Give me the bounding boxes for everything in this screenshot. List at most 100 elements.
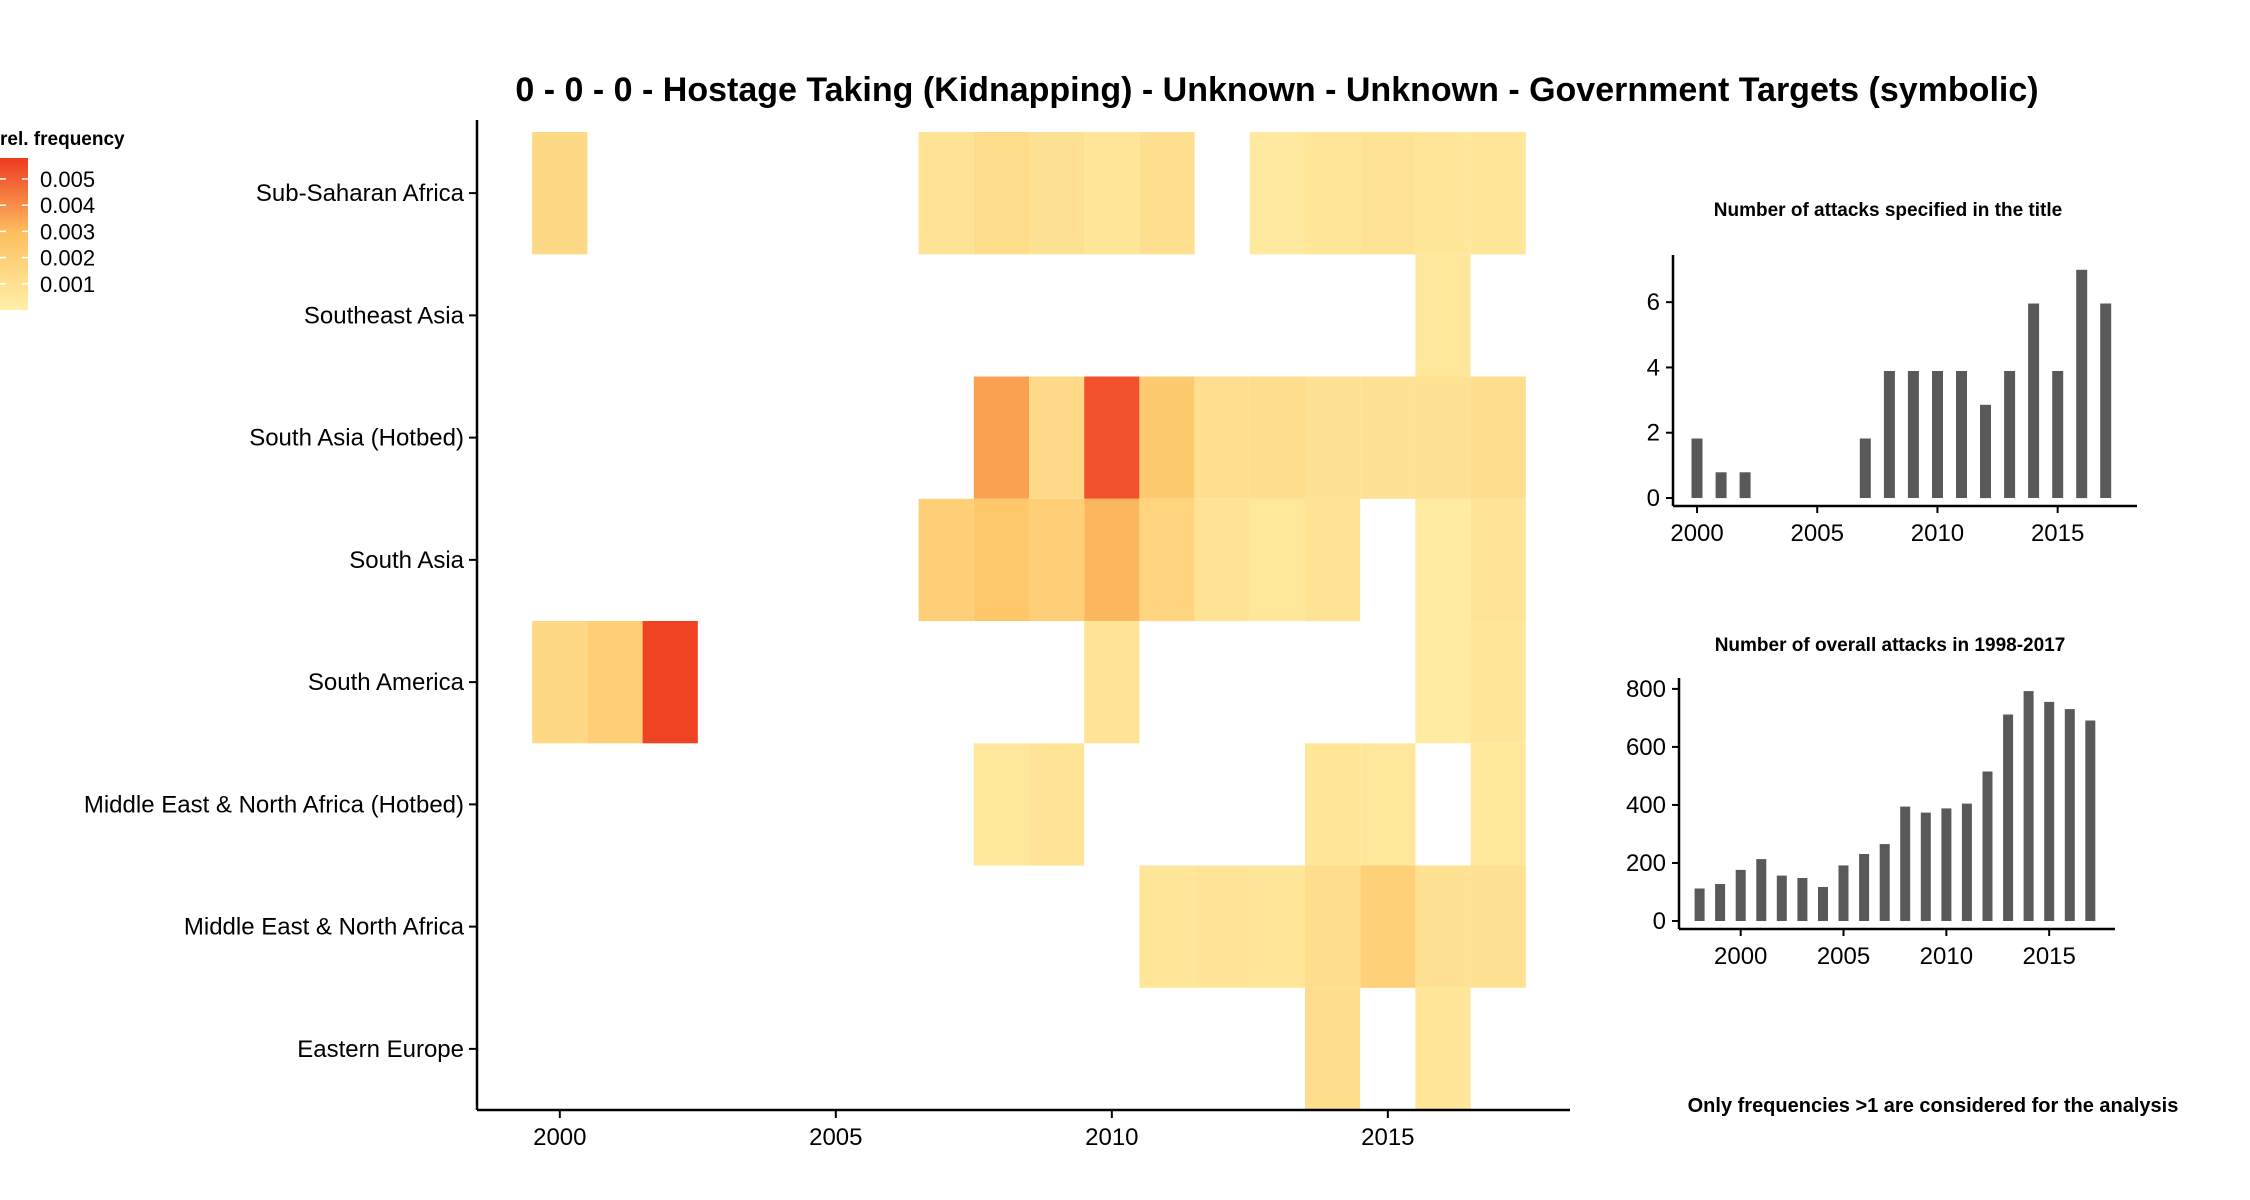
bar1-title: Number of attacks specified in the title bbox=[1714, 200, 2062, 221]
heatmap-cell bbox=[1305, 498, 1361, 622]
heatmap-cell bbox=[1360, 865, 1416, 988]
bar1-x-tick-label: 2000 bbox=[1670, 520, 1723, 547]
bar1-bar bbox=[2028, 303, 2040, 498]
bar2-x-tick-label: 2000 bbox=[1714, 943, 1767, 970]
heatmap-x-tick-label: 2000 bbox=[533, 1124, 586, 1151]
heatmap-cell bbox=[1249, 865, 1305, 988]
bar2-bar bbox=[1900, 806, 1911, 921]
bar1-x-tick-label: 2010 bbox=[1911, 520, 1964, 547]
heatmap-cell bbox=[1084, 132, 1140, 255]
bar2-bar bbox=[1879, 844, 1890, 921]
bar2-title: Number of overall attacks in 1998-2017 bbox=[1715, 635, 2066, 656]
legend-colorbar bbox=[0, 158, 28, 310]
bar2-bar bbox=[1776, 875, 1787, 921]
bar1-bar bbox=[2100, 303, 2112, 498]
heatmap-cell bbox=[1139, 376, 1195, 499]
heatmap-cell bbox=[1249, 376, 1305, 499]
heatmap-cell bbox=[1305, 132, 1361, 255]
heatmap-y-tick-label: Sub-Saharan Africa bbox=[256, 180, 465, 207]
heatmap-cell bbox=[1415, 621, 1471, 744]
bar2-bar bbox=[2023, 691, 2034, 921]
bar2-bar bbox=[1694, 888, 1705, 921]
bar2-x-tick-label: 2010 bbox=[1920, 943, 1973, 970]
heatmap-cell bbox=[1415, 254, 1471, 377]
heatmap-x-ticks: 2000 2005 2010 2015 bbox=[533, 1110, 1415, 1151]
heatmap-cell bbox=[918, 132, 974, 255]
heatmap-cell bbox=[1029, 743, 1085, 866]
bar1-bar bbox=[1859, 438, 1871, 498]
heatmap-y-ticks: Sub-Saharan Africa Southeast Asia South As… bbox=[84, 180, 477, 1063]
heatmap-cell bbox=[1084, 376, 1140, 499]
heatmap-cell bbox=[1029, 498, 1085, 622]
heatmap-cell bbox=[532, 621, 588, 744]
main-title: 0 - 0 - 0 - Hostage Taking (Kidnapping) … bbox=[515, 71, 2038, 109]
heatmap-x-tick-label: 2005 bbox=[809, 1124, 862, 1151]
heatmap-cell bbox=[1139, 498, 1195, 622]
bar2-bar bbox=[1920, 812, 1931, 921]
legend-label: 0.002 bbox=[40, 246, 95, 271]
heatmap-cell bbox=[1084, 621, 1140, 744]
analysis-note: Only frequencies >1 are considered for t… bbox=[1688, 1095, 2179, 1117]
bar2-bar bbox=[1961, 803, 1972, 921]
bar2-bar bbox=[2003, 714, 2014, 921]
heatmap-cell bbox=[1360, 132, 1416, 255]
bar1-bars bbox=[1691, 269, 2112, 499]
bar2-bar bbox=[1797, 878, 1808, 921]
bar1-y-tick-label: 4 bbox=[1647, 354, 1660, 381]
bar2-bar bbox=[1715, 884, 1726, 921]
bar1-bar bbox=[2004, 371, 2016, 498]
bar1-bar bbox=[1691, 438, 1703, 498]
bar1-x-tick-label: 2015 bbox=[2031, 520, 2084, 547]
bar1-bar bbox=[1907, 371, 1919, 498]
bar1-y-tick-label: 0 bbox=[1647, 485, 1660, 512]
bar2-bars bbox=[1694, 691, 2096, 921]
bar1-bar bbox=[1739, 472, 1751, 499]
bar1-bar bbox=[1715, 472, 1727, 499]
bar2-y-tick-label: 200 bbox=[1626, 850, 1666, 877]
bar1-x-ticks: 2000 2005 2010 2015 bbox=[1670, 506, 2084, 547]
heatmap-y-tick-label: Southeast Asia bbox=[304, 302, 465, 329]
heatmap-cell bbox=[1194, 498, 1250, 622]
heatmap-cell bbox=[1029, 132, 1085, 255]
heatmap-cell bbox=[1305, 865, 1361, 988]
heatmap-cell bbox=[1470, 376, 1526, 499]
bar2-bar bbox=[2085, 720, 2096, 921]
bar1-bar bbox=[1883, 371, 1895, 498]
bar2-y-tick-label: 800 bbox=[1626, 676, 1666, 703]
heatmap-cell bbox=[587, 621, 643, 744]
bar2-bar bbox=[1941, 808, 1952, 921]
legend-label: 0.003 bbox=[40, 219, 95, 244]
heatmap-plot: Sub-Saharan Africa Southeast Asia South As… bbox=[84, 120, 1570, 1151]
legend-label: 0.001 bbox=[40, 272, 95, 297]
bar1-y-tick-label: 6 bbox=[1647, 289, 1660, 316]
bar2-bar bbox=[1818, 887, 1828, 921]
heatmap-cells bbox=[532, 132, 1526, 1111]
legend-label: 0.005 bbox=[40, 167, 95, 192]
bar2-bar bbox=[1756, 859, 1767, 921]
heatmap-cell bbox=[1194, 865, 1250, 988]
heatmap-cell bbox=[918, 498, 974, 622]
heatmap-cell bbox=[1305, 987, 1361, 1111]
heatmap-cell bbox=[1084, 498, 1140, 622]
bar2-bar bbox=[1838, 865, 1849, 921]
bar2-y-tick-label: 400 bbox=[1626, 792, 1666, 819]
heatmap-cell bbox=[532, 132, 588, 255]
bar1-bar bbox=[2076, 269, 2088, 499]
heatmap-cell bbox=[1029, 376, 1085, 499]
heatmap-cell bbox=[973, 376, 1029, 499]
heatmap-cell bbox=[1360, 376, 1416, 499]
bar2-bar bbox=[2044, 701, 2055, 921]
heatmap-cell bbox=[1415, 376, 1471, 499]
heatmap-cell bbox=[1470, 865, 1526, 988]
bar2-y-tick-label: 0 bbox=[1653, 908, 1666, 935]
heatmap-cell bbox=[1470, 498, 1526, 622]
heatmap-cell bbox=[1415, 132, 1471, 255]
bar1-y-tick-label: 2 bbox=[1647, 420, 1660, 447]
heatmap-y-tick-label: South America bbox=[308, 669, 465, 696]
legend-title: rel. frequency bbox=[0, 129, 125, 150]
bar1-bar bbox=[1956, 371, 1967, 498]
heatmap-cell bbox=[1470, 132, 1526, 255]
heatmap-cell bbox=[973, 132, 1029, 255]
heatmap-x-tick-label: 2015 bbox=[1361, 1124, 1414, 1151]
